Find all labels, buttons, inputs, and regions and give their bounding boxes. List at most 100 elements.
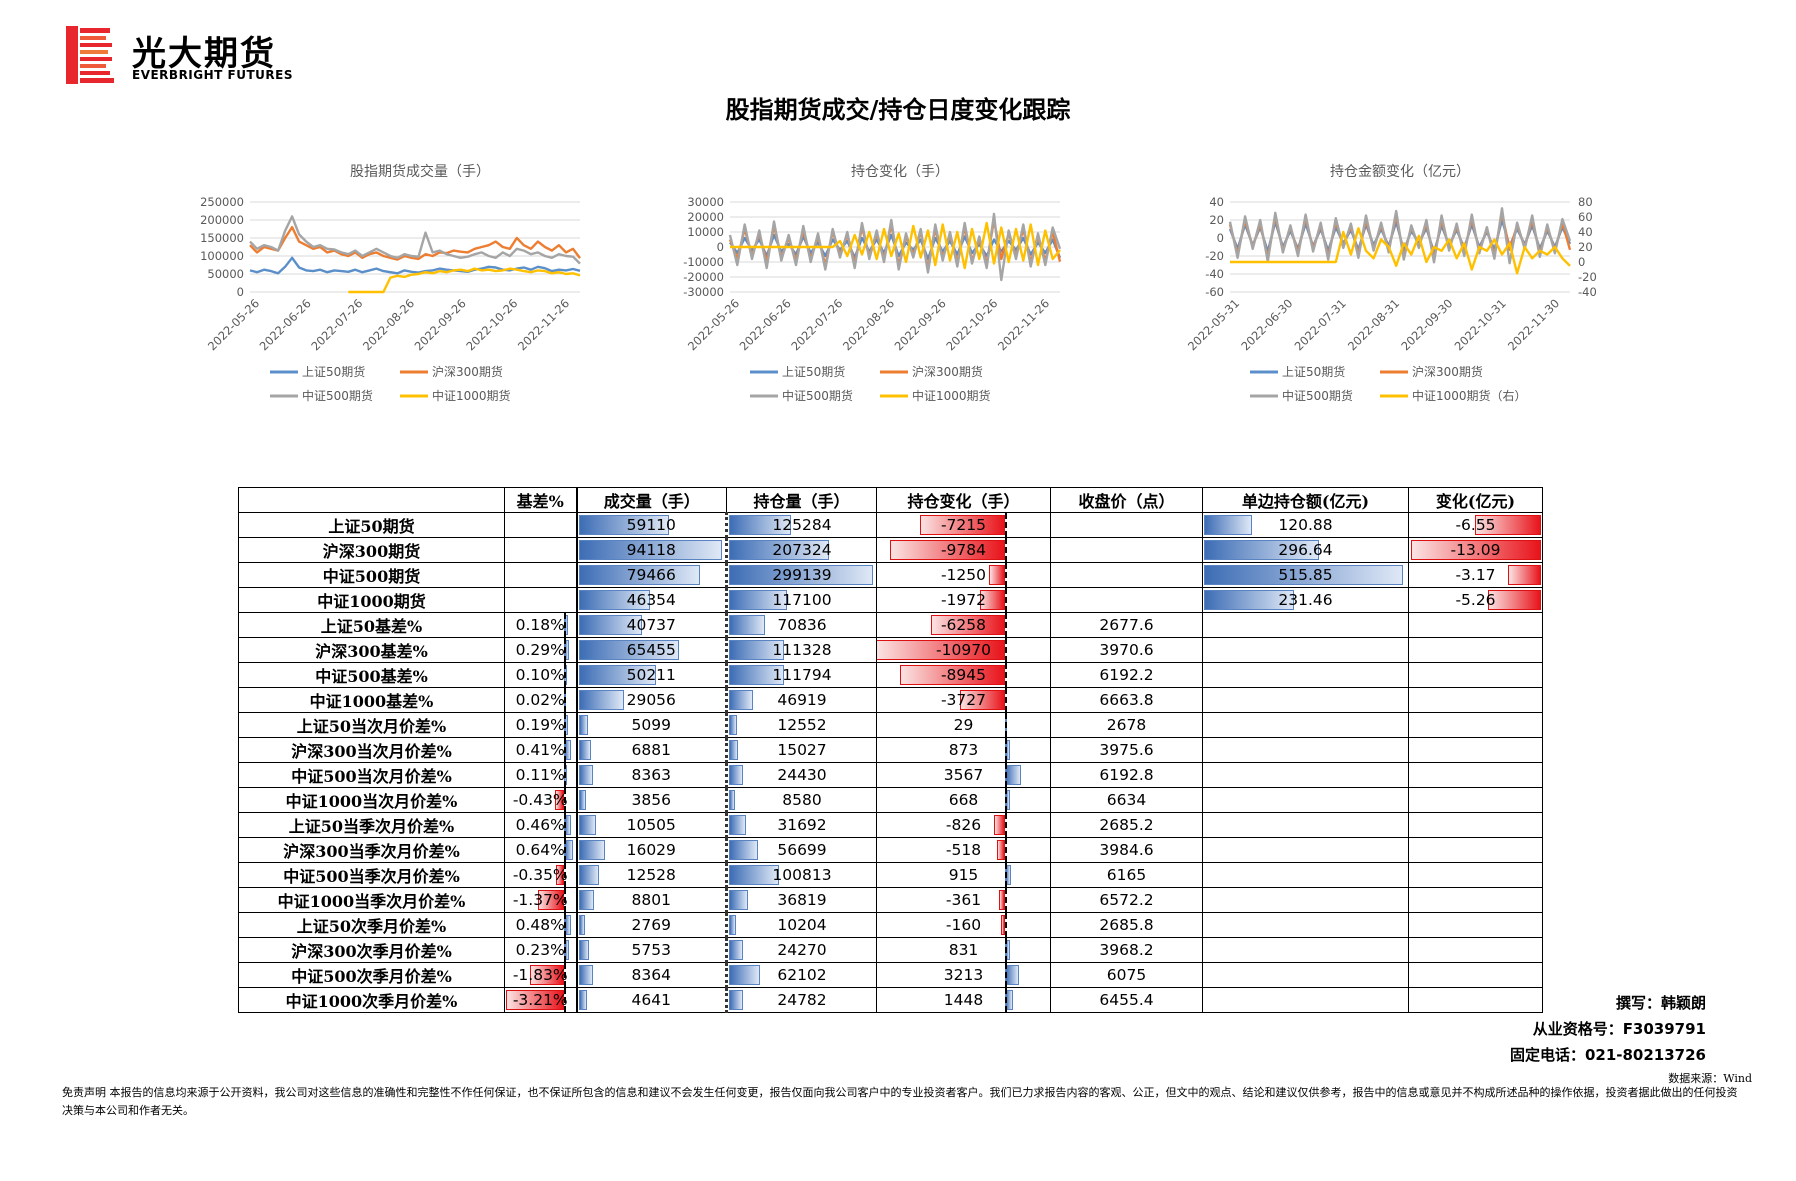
y-tick-label: 0 bbox=[237, 285, 244, 299]
y-tick-label: -60 bbox=[1205, 285, 1224, 299]
cell-value: -826 bbox=[945, 816, 982, 834]
cell-value: -1.83% bbox=[512, 966, 568, 984]
cell-value: 1448 bbox=[943, 991, 984, 1009]
zero-axis bbox=[564, 613, 567, 637]
chart-title: 股指期货成交量（手） bbox=[350, 163, 490, 180]
cell-value: 0.02% bbox=[515, 691, 565, 709]
x-tick-label: 2022-09-26 bbox=[412, 296, 469, 353]
legend-label: 上证50期货 bbox=[782, 364, 845, 379]
cell-bar bbox=[729, 965, 761, 985]
cell-value: 125284 bbox=[772, 516, 832, 534]
table-cell: 5099 bbox=[575, 712, 727, 738]
y-tick-label: 150000 bbox=[200, 231, 244, 245]
table-cell: 24270 bbox=[725, 937, 877, 963]
x-tick-label: 2022-05-31 bbox=[1185, 296, 1242, 353]
table-cell: 40737 bbox=[575, 612, 727, 638]
phone-line: 固定电话：021-80213726 bbox=[1509, 1046, 1706, 1064]
zero-axis bbox=[1005, 663, 1008, 687]
table-cell: 8580 bbox=[725, 787, 877, 813]
row-label: 中证1000当季次月价差% bbox=[238, 887, 505, 913]
table-row: 中证1000期货 46354 117100 -1972 231.46 -5.26 bbox=[238, 587, 1543, 613]
cell-value: 100813 bbox=[772, 866, 832, 884]
table-cell: -3.21% bbox=[504, 987, 577, 1013]
table-cell: 59110 bbox=[575, 512, 727, 538]
row-label-text: 上证50基差% bbox=[320, 617, 423, 636]
row-label-text: 中证500当季次月价差% bbox=[283, 867, 460, 886]
table-cell: -160 bbox=[876, 912, 1051, 938]
column-header bbox=[238, 487, 505, 513]
table-cell: -1972 bbox=[876, 587, 1051, 613]
author-line: 撰写：韩颖朗 bbox=[1615, 994, 1706, 1012]
cell-value: -7215 bbox=[940, 516, 987, 534]
table-cell bbox=[1050, 562, 1203, 588]
cell-bar bbox=[997, 840, 1006, 860]
table-cell: 62102 bbox=[725, 962, 877, 988]
cell-value: 0.46% bbox=[515, 816, 565, 834]
chart-volume-svg: 股指期货成交量（手） 250000 200000 150000 100000 50000 0… bbox=[200, 163, 581, 403]
legend-label: 沪深300期货 bbox=[432, 364, 503, 379]
table-cell: 125284 bbox=[725, 512, 877, 538]
table-cell: 70836 bbox=[725, 612, 877, 638]
table-cell: -826 bbox=[876, 812, 1051, 838]
cell-value: 0.23% bbox=[515, 941, 565, 959]
cell-value: -6258 bbox=[940, 616, 987, 634]
zero-axis bbox=[1005, 638, 1008, 662]
table-cell: 111328 bbox=[725, 637, 877, 663]
cell-bar bbox=[578, 990, 588, 1010]
cell-value: -0.35% bbox=[512, 866, 568, 884]
table-cell: 111794 bbox=[725, 662, 877, 688]
row-label-text: 中证1000基差% bbox=[309, 692, 434, 711]
table-cell: -13.09 bbox=[1408, 537, 1543, 563]
table-row: 中证1000次季月价差% -3.21% 4641 24782 1448 6455.4 bbox=[238, 987, 1543, 1013]
cell-value: -6.55 bbox=[1455, 516, 1496, 534]
zero-axis bbox=[1005, 688, 1008, 712]
table-cell bbox=[1202, 987, 1409, 1013]
cell-value: 2685.2 bbox=[1099, 816, 1154, 834]
table-cell bbox=[1202, 737, 1409, 763]
table-cell bbox=[1202, 862, 1409, 888]
table-cell bbox=[1202, 787, 1409, 813]
cell-bar bbox=[578, 790, 587, 810]
cell-value: -0.43% bbox=[512, 791, 568, 809]
table-cell: 10505 bbox=[575, 812, 727, 838]
cell-value: 111328 bbox=[772, 641, 832, 659]
row-label-text: 中证500当次月价差% bbox=[291, 767, 452, 786]
table-row: 上证50期货 59110 125284 -7215 120.88 -6.55 bbox=[238, 512, 1543, 538]
table-row: 中证1000基差% 0.02% 29056 46919 -3727 6663.8 bbox=[238, 687, 1543, 713]
table-cell bbox=[1408, 862, 1543, 888]
table-row: 中证500次季月价差% -1.83% 8364 62102 3213 6075 bbox=[238, 962, 1543, 988]
table-cell: 3213 bbox=[876, 962, 1051, 988]
table-cell: 6572.2 bbox=[1050, 887, 1203, 913]
cell-value: 117100 bbox=[772, 591, 832, 609]
cell-bar bbox=[578, 765, 594, 785]
y-tick-label: 200000 bbox=[200, 213, 244, 227]
table-cell bbox=[504, 562, 577, 588]
cell-value: 0.18% bbox=[515, 616, 565, 634]
y-tick-label: 0 bbox=[1217, 231, 1224, 245]
x-tick-label: 2022-06-30 bbox=[1238, 296, 1295, 353]
column-header: 单边持仓额(亿元) bbox=[1202, 487, 1409, 513]
y-tick-label: -20000 bbox=[683, 270, 724, 284]
table-cell: 6663.8 bbox=[1050, 687, 1203, 713]
cell-bar bbox=[578, 940, 590, 960]
table-cell: -361 bbox=[876, 887, 1051, 913]
data-source: 数据来源：Wind bbox=[1668, 1072, 1752, 1085]
table-cell: 16029 bbox=[575, 837, 727, 863]
table-cell: 12552 bbox=[725, 712, 877, 738]
cell-bar bbox=[578, 565, 701, 585]
cell-bar bbox=[729, 640, 784, 660]
x-tick-label: 2022-05-26 bbox=[205, 296, 262, 353]
row-label: 中证500当季次月价差% bbox=[238, 862, 505, 888]
cell-value: -518 bbox=[945, 841, 982, 859]
chart-volume: 股指期货成交量（手） 250000 200000 150000 100000 50000 0… bbox=[180, 160, 660, 460]
zero-axis bbox=[1005, 788, 1008, 812]
cell-bar bbox=[1204, 540, 1320, 560]
x-tick-label: 2022-10-26 bbox=[943, 296, 1000, 353]
zero-axis bbox=[1005, 863, 1008, 887]
cell-bar bbox=[980, 590, 1006, 610]
cell-value: -13.09 bbox=[1450, 541, 1501, 559]
row-label-text: 中证1000期货 bbox=[317, 592, 426, 611]
chart-plot-group: 250000 200000 150000 100000 50000 02022-05-26… bbox=[200, 195, 581, 403]
zero-axis bbox=[564, 713, 567, 737]
row-label: 中证500基差% bbox=[238, 662, 505, 688]
